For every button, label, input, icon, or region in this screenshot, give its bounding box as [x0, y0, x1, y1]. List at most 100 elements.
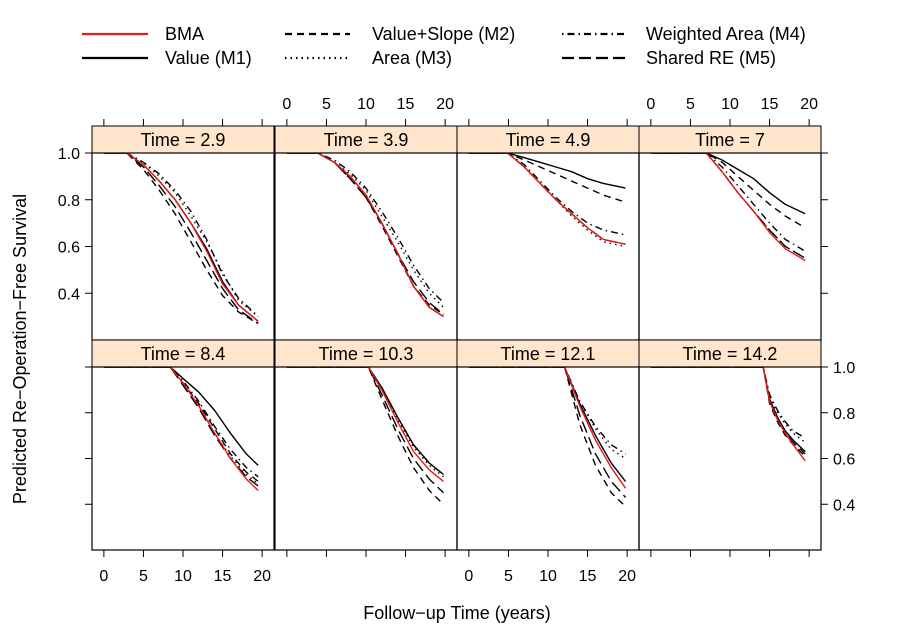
y-tick-label: 0.4	[833, 497, 855, 514]
series-line	[468, 367, 626, 455]
x-tick-label: 10	[539, 568, 557, 585]
x-tick-label: 5	[686, 96, 695, 113]
y-tick-label: 0.8	[833, 406, 855, 423]
x-axis-label: Follow−up Time (years)	[363, 603, 551, 623]
series-line	[650, 367, 806, 455]
x-tick-label: 10	[357, 96, 375, 113]
series-line	[286, 367, 444, 482]
panel: Time = 2.9	[91, 125, 275, 341]
series-line	[468, 153, 626, 245]
x-tick-label: 5	[322, 96, 331, 113]
panel-border	[456, 152, 640, 341]
legend-label: Value+Slope (M2)	[372, 24, 515, 44]
x-tick-label: 0	[646, 96, 655, 113]
x-tick-label: 15	[761, 96, 779, 113]
panel: Time = 10.3	[274, 339, 458, 551]
panel-title: Time = 14.2	[683, 344, 778, 364]
series-line	[468, 153, 626, 245]
series-line	[103, 367, 259, 482]
panel-title: Time = 4.9	[506, 130, 591, 150]
y-tick-label: 0.6	[833, 452, 855, 469]
panel-title: Time = 2.9	[141, 130, 226, 150]
axes: 0 5 10 15 20 0 5 10 15 20 0 5 10 15 20 0 5 10 15 20 0.4 0.6 0.…	[58, 96, 856, 585]
panel: Time = 3.9	[274, 125, 458, 341]
legend: BMA Value (M1) Value+Slope (M2) Area (M3) We…	[82, 24, 806, 68]
series-line	[103, 153, 259, 318]
y-tick-label: 0.8	[58, 193, 80, 210]
series-line	[286, 153, 444, 308]
series-line	[286, 367, 444, 478]
x-tick-label: 20	[618, 568, 636, 585]
panel-strip	[274, 339, 458, 368]
series-line	[468, 367, 627, 498]
panel-title: Time = 7	[695, 130, 765, 150]
x-tick-label: 0	[464, 568, 473, 585]
panel: Time = 4.9	[456, 125, 640, 341]
series-line	[650, 367, 806, 462]
series-line	[650, 367, 806, 457]
panel: Time = 8.4	[91, 339, 275, 551]
panel-title: Time = 8.4	[141, 344, 226, 364]
series-line	[103, 367, 259, 492]
panel-title: Time = 3.9	[324, 130, 409, 150]
panel-strip	[456, 125, 640, 154]
x-tick-label: 15	[214, 568, 232, 585]
x-tick-label: 20	[253, 568, 271, 585]
series-line	[650, 367, 806, 439]
panel: Time = 7	[638, 125, 822, 341]
series-line	[286, 153, 444, 318]
panel-border	[638, 366, 822, 551]
legend-label: Area (M3)	[372, 48, 452, 68]
series-line	[650, 153, 806, 259]
y-axis-label: Predicted Re−Operation−Free Survival	[10, 194, 30, 504]
x-tick-label: 5	[504, 568, 513, 585]
x-tick-label: 20	[800, 96, 818, 113]
panel-border	[274, 366, 458, 551]
series-line	[468, 367, 626, 460]
panel-strip	[638, 125, 822, 154]
x-tick-label: 10	[721, 96, 739, 113]
series-line	[468, 153, 626, 236]
panels: Time = 2.9 Time = 3.9 Time = 4.9 Time = 7 Ti…	[91, 125, 822, 551]
y-tick-label: 0.6	[58, 240, 80, 257]
series-line	[286, 367, 444, 494]
legend-label: Shared RE (M5)	[646, 48, 776, 68]
x-tick-label: 0	[99, 568, 108, 585]
legend-label: Value (M1)	[165, 48, 252, 68]
series-line	[468, 153, 626, 189]
series-line	[468, 367, 627, 482]
series-line	[286, 153, 444, 318]
series-line	[468, 153, 626, 248]
series-line	[650, 367, 806, 453]
panel: Time = 14.2	[638, 339, 822, 551]
x-tick-label: 10	[174, 568, 192, 585]
series-line	[468, 367, 627, 489]
series-line	[103, 367, 259, 478]
series-line	[650, 153, 806, 262]
x-tick-label: 5	[139, 568, 148, 585]
series-line	[650, 153, 806, 215]
panel-strip	[456, 339, 640, 368]
series-line	[103, 367, 259, 485]
panel-strip	[91, 125, 275, 154]
series-line	[103, 153, 259, 325]
legend-label: Weighted Area (M4)	[646, 24, 806, 44]
series-line	[468, 367, 626, 508]
series-line	[103, 367, 259, 466]
series-line	[103, 153, 259, 325]
panel-title: Time = 10.3	[319, 344, 414, 364]
y-tick-label: 1.0	[833, 360, 855, 377]
y-tick-label: 0.4	[58, 286, 80, 303]
y-tick-label: 1.0	[58, 146, 80, 163]
panel-border	[274, 152, 458, 341]
legend-label: BMA	[165, 24, 204, 44]
series-line	[286, 153, 444, 315]
series-line	[103, 153, 259, 322]
series-line	[103, 153, 259, 322]
panel-border	[91, 366, 275, 551]
series-line	[468, 153, 626, 203]
series-line	[103, 153, 259, 318]
panel-border	[456, 366, 640, 551]
panel-title: Time = 12.1	[501, 344, 596, 364]
